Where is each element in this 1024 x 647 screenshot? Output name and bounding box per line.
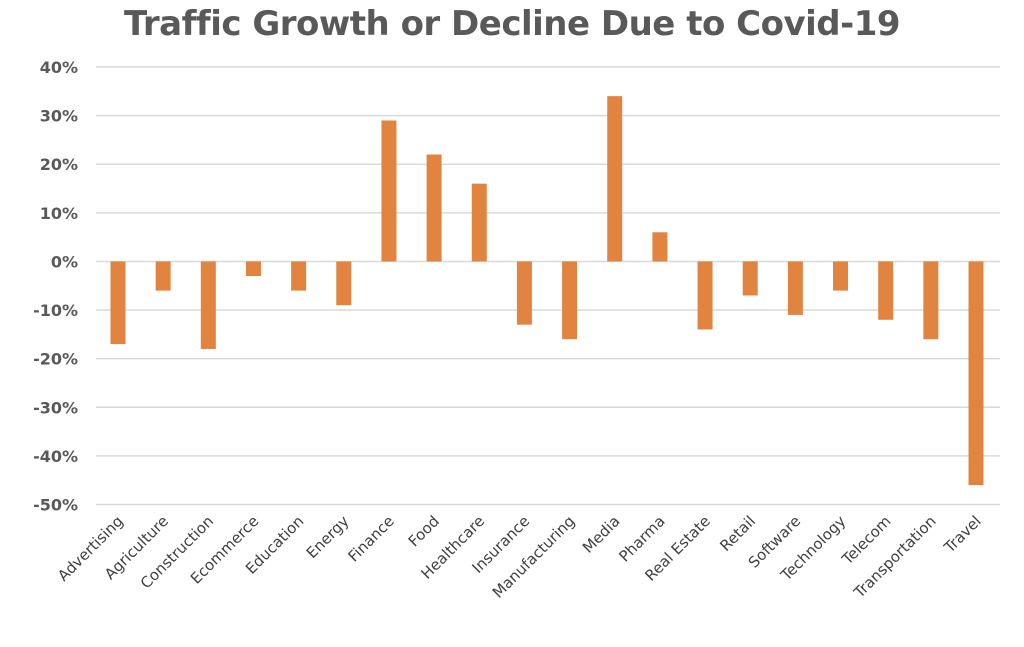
bar-finance xyxy=(381,120,397,262)
bar-transportation xyxy=(923,261,939,340)
x-tick-label: Food xyxy=(405,512,443,550)
bar-software xyxy=(787,261,803,315)
bar-energy xyxy=(336,261,352,306)
bar-healthcare xyxy=(471,183,487,262)
y-tick-label: -40% xyxy=(33,447,78,466)
bar-education xyxy=(291,261,307,291)
x-tick-label: Retail xyxy=(716,512,759,555)
bar-construction xyxy=(200,261,216,349)
y-tick-label: 20% xyxy=(40,155,78,174)
x-tick-label: Transportation xyxy=(850,512,940,602)
bar-travel xyxy=(968,261,984,486)
y-tick-label: -20% xyxy=(33,350,78,369)
bar-food xyxy=(426,154,442,262)
bar-retail xyxy=(742,261,758,296)
y-tick-label: -50% xyxy=(33,496,78,515)
bar-real-estate xyxy=(697,261,713,330)
chart-title: Traffic Growth or Decline Due to Covid-1… xyxy=(123,4,901,44)
y-tick-label: 10% xyxy=(40,204,78,223)
y-tick-label: -10% xyxy=(33,301,78,320)
y-tick-label: 40% xyxy=(40,58,78,77)
x-tick-label: Travel xyxy=(940,512,985,557)
y-tick-label: -30% xyxy=(33,398,78,417)
bar-agriculture xyxy=(155,261,171,291)
y-tick-label: 30% xyxy=(40,107,78,126)
bar-media xyxy=(607,96,623,262)
bar-ecommerce xyxy=(245,261,261,277)
bar-pharma xyxy=(652,232,668,262)
bar-technology xyxy=(833,261,849,291)
bar-insurance xyxy=(516,261,532,325)
y-tick-label: 0% xyxy=(51,252,78,271)
x-tick-label: Manufacturing xyxy=(489,512,579,602)
bar-advertising xyxy=(110,261,126,345)
bar-telecom xyxy=(878,261,894,320)
bar-manufacturing xyxy=(562,261,578,340)
x-tick-label: Finance xyxy=(344,512,397,565)
